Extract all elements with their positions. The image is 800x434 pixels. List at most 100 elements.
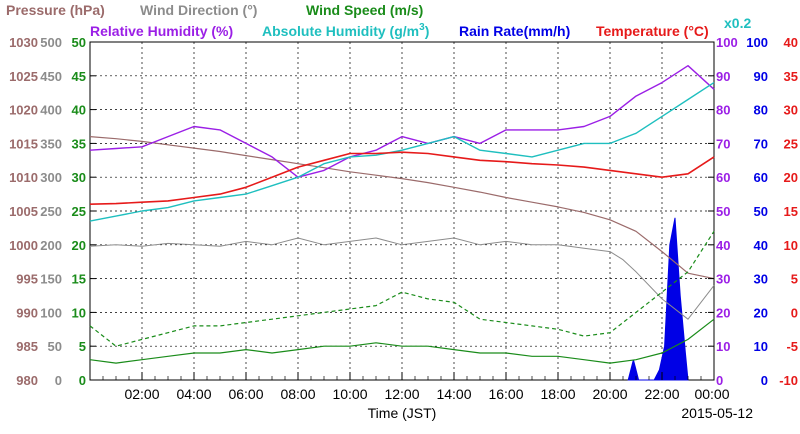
legend-abs-humidity-exp: 3 (419, 22, 425, 33)
rel-humidity-tick-label: 60 (716, 170, 730, 185)
wind-speed-max-series (89, 230, 715, 347)
pressure-tick-label: 1010 (9, 170, 38, 185)
temperature-tick-label: 30 (784, 103, 798, 118)
wind-speed-tick-label: 25 (72, 204, 86, 219)
rel-humidity-tick-label: 90 (716, 69, 730, 84)
wind-direction-tick-label: 50 (48, 339, 62, 354)
axes-layer: 02:00 04:00 06:00 08:00 10:00 12:00 14:00 16:00… (9, 35, 798, 402)
x-tick-label: 08:00 (280, 386, 315, 402)
pressure-tick-label: 995 (16, 272, 38, 287)
wind-direction-tick-label: 400 (40, 103, 62, 118)
wind-direction-tick-label: 350 (40, 136, 62, 151)
legend-rain-rate: Rain Rate(mm/h) (459, 23, 570, 39)
legend-rel-humidity: Relative Humidity (%) (90, 23, 233, 39)
pressure-tick-label: 990 (16, 305, 38, 320)
rain-rate-tick-label: 80 (754, 103, 768, 118)
temperature-tick-label: 20 (784, 170, 798, 185)
rel-humidity-tick-label: 70 (716, 136, 730, 151)
pressure-tick-label: 1005 (9, 204, 38, 219)
rel-humidity-series (89, 64, 715, 178)
wind-speed-tick-label: 10 (72, 305, 86, 320)
pressure-tick-label: 985 (16, 339, 38, 354)
temperature-tick-label: 5 (791, 272, 798, 287)
temperature-tick-label: 15 (784, 204, 798, 219)
rain-rate-tick-label: 30 (754, 272, 768, 287)
wind-speed-series (89, 318, 715, 364)
wind-direction-tick-label: 300 (40, 170, 62, 185)
legend: Pressure (hPa) Wind Direction (°) Wind S… (6, 2, 751, 39)
wind-speed-tick-label: 20 (72, 238, 86, 253)
temperature-tick-label: -10 (779, 373, 798, 388)
legend-pressure: Pressure (hPa) (6, 2, 105, 18)
wind-speed-tick-label: 5 (79, 339, 86, 354)
wind-speed-tick-label: 40 (72, 103, 86, 118)
rain-rate-tick-label: 100 (746, 35, 768, 50)
abs-humidity-series (89, 82, 715, 222)
legend-scale-note: x0.2 (724, 15, 751, 31)
x-tick-label: 00:00 (694, 386, 729, 402)
pressure-tick-label: 1000 (9, 238, 38, 253)
temperature-tick-label: 25 (784, 136, 798, 151)
x-tick-label: 04:00 (176, 386, 211, 402)
date-label: 2015-05-12 (681, 405, 753, 421)
temperature-series (89, 151, 715, 205)
wind-speed-tick-label: 30 (72, 170, 86, 185)
legend-abs-humidity-text: Absolute Humidity (g/m (262, 23, 419, 39)
grid (90, 42, 714, 380)
rain-rate-tick-label: 90 (754, 69, 768, 84)
rain-rate-tick-label: 0 (761, 373, 768, 388)
x-tick-label: 02:00 (124, 386, 159, 402)
wind-speed-tick-label: 15 (72, 272, 86, 287)
temperature-tick-label: 40 (784, 35, 798, 50)
legend-abs-humidity-close: ) (425, 23, 430, 39)
wind-direction-tick-label: 250 (40, 204, 62, 219)
x-tick-label: 18:00 (540, 386, 575, 402)
pressure-series (89, 136, 715, 280)
pressure-tick-label: 1020 (9, 103, 38, 118)
temperature-tick-label: 10 (784, 238, 798, 253)
rain-rate-tick-label: 60 (754, 170, 768, 185)
x-axis-label: Time (JST) (368, 405, 437, 421)
series-layer (89, 64, 715, 381)
pressure-tick-label: 1030 (9, 35, 38, 50)
x-tick-label: 14:00 (436, 386, 471, 402)
wind-direction-tick-label: 0 (55, 373, 62, 388)
rain-rate-area (627, 217, 689, 381)
wind-direction-tick-label: 100 (40, 305, 62, 320)
legend-temperature: Temperature (°C) (596, 23, 709, 39)
rel-humidity-tick-label: 10 (716, 339, 730, 354)
x-tick-label: 12:00 (384, 386, 419, 402)
rel-humidity-tick-label: 30 (716, 272, 730, 287)
wind-speed-tick-label: 45 (72, 69, 86, 84)
rain-rate-tick-label: 70 (754, 136, 768, 151)
rain-rate-tick-label: 20 (754, 305, 768, 320)
x-tick-label: 16:00 (488, 386, 523, 402)
rel-humidity-tick-label: 80 (716, 103, 730, 118)
wind-direction-tick-label: 200 (40, 238, 62, 253)
x-tick-label: 10:00 (332, 386, 367, 402)
rel-humidity-tick-label: 100 (716, 35, 738, 50)
legend-wind-speed: Wind Speed (m/s) (306, 2, 423, 18)
x-tick-label: 06:00 (228, 386, 263, 402)
rel-humidity-tick-label: 0 (716, 373, 723, 388)
rel-humidity-tick-label: 40 (716, 238, 730, 253)
rain-rate-tick-label: 50 (754, 204, 768, 219)
wind-direction-tick-label: 500 (40, 35, 62, 50)
legend-abs-humidity: Absolute Humidity (g/m3) (262, 22, 429, 39)
temperature-tick-label: 35 (784, 69, 798, 84)
rel-humidity-tick-label: 20 (716, 305, 730, 320)
wind-speed-tick-label: 0 (79, 373, 86, 388)
legend-wind-direction: Wind Direction (°) (140, 2, 257, 18)
pressure-tick-label: 1015 (9, 136, 38, 151)
wind-direction-tick-label: 150 (40, 272, 62, 287)
pressure-tick-label: 1025 (9, 69, 38, 84)
rel-humidity-tick-label: 50 (716, 204, 730, 219)
pressure-tick-label: 980 (16, 373, 38, 388)
wind-direction-tick-label: 450 (40, 69, 62, 84)
wind-speed-tick-label: 50 (72, 35, 86, 50)
x-tick-label: 22:00 (644, 386, 679, 402)
temperature-tick-label: -5 (786, 339, 798, 354)
temperature-tick-label: 0 (791, 305, 798, 320)
wind-speed-tick-label: 35 (72, 136, 86, 151)
